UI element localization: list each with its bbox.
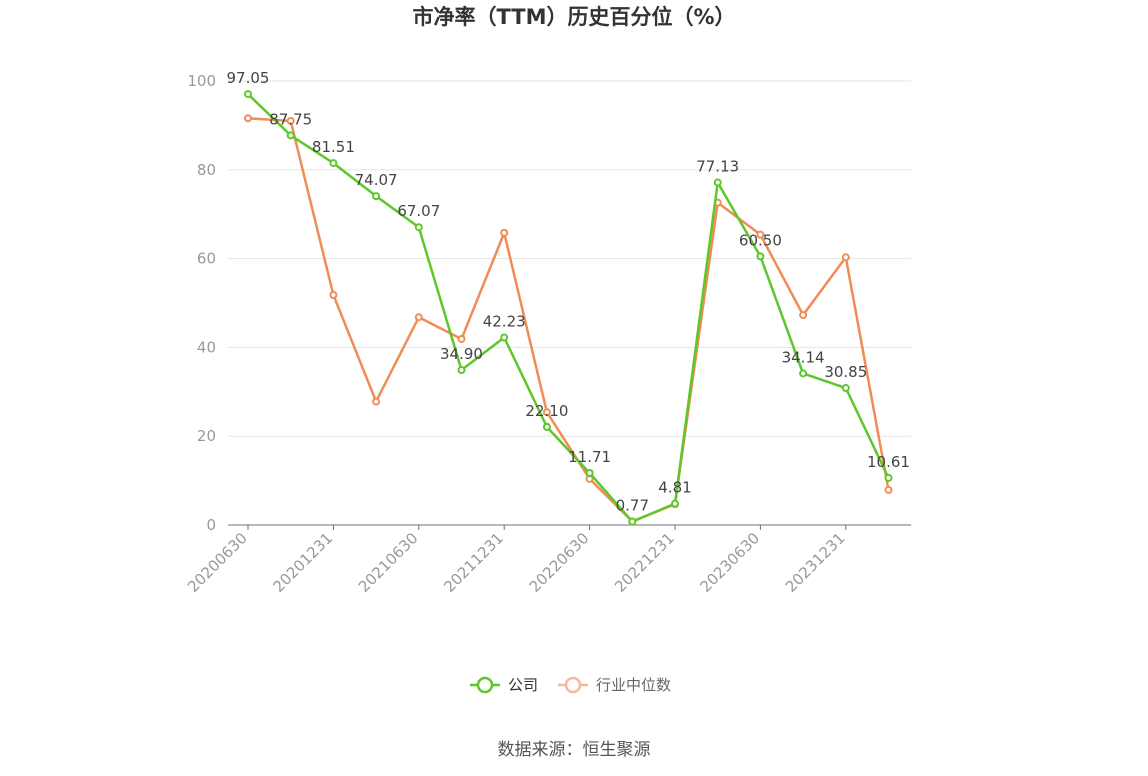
x-tick-label: 20221231 [611,529,678,596]
y-tick-label: 80 [197,161,216,179]
x-tick-label: 20200630 [184,529,251,596]
data-label: 4.81 [658,479,691,497]
point-company[interactable] [457,366,466,375]
data-label: 34.14 [782,348,825,366]
source-note: 数据来源：恒生聚源 [498,740,651,760]
x-tick-label: 20201231 [270,529,337,596]
y-tick-label: 100 [187,72,216,90]
point-industry[interactable] [457,334,466,343]
point-company[interactable] [756,252,765,261]
point-company[interactable] [500,333,509,342]
y-tick-label: 40 [197,338,216,356]
y-tick-label: 20 [197,427,216,445]
point-industry[interactable] [841,253,850,262]
point-company[interactable] [841,384,850,393]
point-company[interactable] [671,499,679,508]
point-industry[interactable] [329,291,338,300]
x-tick-label: 20231231 [782,529,849,596]
legend-label: 行业中位数 [596,676,671,694]
data-label: 0.77 [616,497,649,515]
point-company[interactable] [286,131,295,140]
data-label: 67.07 [397,202,440,220]
point-industry[interactable] [756,230,765,239]
point-company[interactable] [799,369,808,378]
point-industry[interactable] [244,114,252,123]
x-tick-label: 20230630 [697,529,764,596]
point-company[interactable] [542,422,551,431]
x-tick-label: 20211231 [440,529,507,596]
point-industry[interactable] [286,116,295,125]
data-label: 10.61 [867,453,910,471]
point-industry[interactable] [414,313,423,322]
data-label: 60.50 [739,231,782,249]
legend[interactable]: 公司 行业中位数 [470,676,671,694]
legend-marker [476,676,494,694]
point-company[interactable] [585,469,594,478]
data-label: 11.71 [568,448,611,466]
y-tick-label: 0 [206,516,216,534]
data-label: 42.23 [483,312,526,330]
y-tick-label: 60 [197,250,216,268]
series-layer [244,90,893,526]
legend-item-industry[interactable]: 行业中位数 [558,676,671,694]
point-industry[interactable] [500,228,509,237]
data-label: 30.85 [824,363,867,381]
point-industry[interactable] [542,408,551,417]
data-label: 97.05 [227,69,270,87]
legend-item-company[interactable]: 公司 [470,676,538,694]
x-tick-label: 20220630 [526,529,593,596]
point-company[interactable] [372,192,381,201]
series-line-company [247,93,890,523]
data-label: 87.75 [269,110,312,128]
point-company[interactable] [414,223,423,232]
legend-marker [564,676,582,694]
point-industry[interactable] [799,310,808,319]
axes: 0 20 40 60 80 100 20200630 20201231 20210630 2021… [184,72,911,596]
point-company[interactable] [244,90,252,99]
point-industry[interactable] [884,485,893,494]
point-company[interactable] [628,517,637,526]
point-company[interactable] [884,473,893,482]
chart-title: 市净率（TTM）历史百分位（%） [412,5,735,29]
data-label: 34.90 [440,345,483,363]
series-line-industry [247,117,890,523]
data-label: 74.07 [355,171,398,189]
x-tick-label: 20210630 [355,529,422,596]
grid-lines [228,80,911,437]
point-company[interactable] [329,159,338,168]
point-industry[interactable] [372,397,381,406]
data-label: 77.13 [696,158,739,176]
point-company[interactable] [713,178,722,187]
legend-label: 公司 [508,676,538,694]
data-label: 22.10 [525,402,568,420]
data-label: 81.51 [312,138,355,156]
